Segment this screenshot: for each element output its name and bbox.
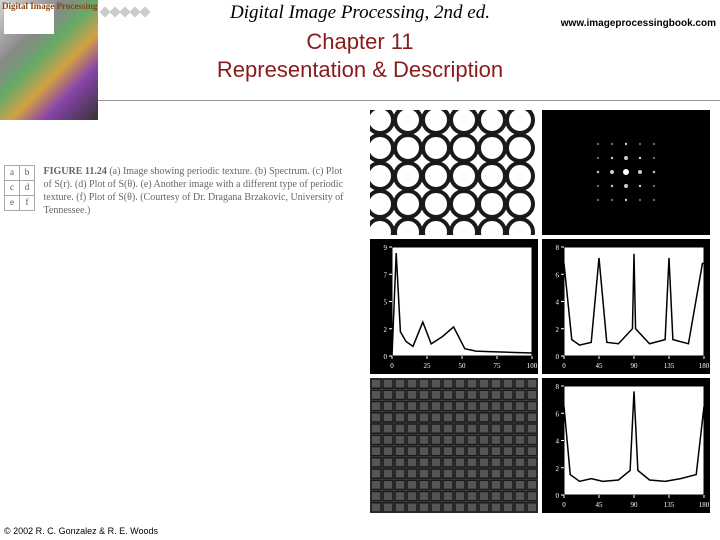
svg-text:50: 50 <box>459 362 467 370</box>
copyright-notice: © 2002 R. C. Gonzalez & R. E. Woods <box>4 526 158 536</box>
svg-text:135: 135 <box>664 362 675 370</box>
chapter-title: Representation & Description <box>217 57 503 82</box>
panel-f-plot-stheta: 0 45 90 135 180 0 2 4 6 8 <box>542 378 710 513</box>
svg-text:45: 45 <box>596 362 604 370</box>
svg-text:0: 0 <box>556 492 560 500</box>
svg-text:0: 0 <box>384 353 388 361</box>
panel-a-texture <box>370 110 538 235</box>
svg-text:90: 90 <box>631 362 639 370</box>
svg-text:180: 180 <box>699 362 710 370</box>
panel-b-spectrum <box>542 110 710 235</box>
svg-text:6: 6 <box>556 271 560 279</box>
svg-text:0: 0 <box>556 353 560 361</box>
svg-text:2: 2 <box>384 326 388 334</box>
svg-text:4: 4 <box>556 299 560 307</box>
chapter-heading: Chapter 11 Representation & Description <box>120 28 600 83</box>
chapter-number: Chapter 11 <box>306 29 413 54</box>
svg-text:6: 6 <box>556 410 560 418</box>
svg-text:100: 100 <box>527 362 538 370</box>
svg-text:180: 180 <box>699 501 710 509</box>
panel-d-plot-stheta: 0 45 90 135 180 0 2 4 6 8 <box>542 239 710 374</box>
svg-text:0: 0 <box>390 362 394 370</box>
panel-e-texture <box>370 378 538 513</box>
website-url: www.imageprocessingbook.com <box>561 18 716 29</box>
svg-text:4: 4 <box>556 438 560 446</box>
svg-text:25: 25 <box>424 362 432 370</box>
book-cover-thumbnail: Digital Image Processing <box>0 0 98 120</box>
figure-caption-block: ab cd ef FIGURE 11.24 (a) Image showing … <box>4 165 364 217</box>
svg-text:90: 90 <box>631 501 639 509</box>
svg-text:2: 2 <box>556 326 560 334</box>
svg-text:0: 0 <box>562 362 566 370</box>
cover-label: Digital Image Processing <box>2 2 97 11</box>
svg-text:7: 7 <box>384 271 388 279</box>
svg-text:2: 2 <box>556 465 560 473</box>
svg-text:45: 45 <box>596 501 604 509</box>
figure-caption-text: FIGURE 11.24 (a) Image showing periodic … <box>44 165 344 217</box>
svg-text:135: 135 <box>664 501 675 509</box>
book-title: Digital Image Processing, 2nd ed. <box>120 2 600 24</box>
svg-text:8: 8 <box>556 244 560 252</box>
figure-number: FIGURE 11.24 <box>44 166 107 177</box>
subfigure-label-grid: ab cd ef <box>4 165 35 211</box>
svg-text:9: 9 <box>384 244 388 252</box>
svg-text:0: 0 <box>562 501 566 509</box>
figure-grid: 025507510002579 0459013518002468 0459013… <box>370 110 710 513</box>
svg-text:75: 75 <box>494 362 502 370</box>
svg-text:8: 8 <box>556 383 560 391</box>
title-block: Digital Image Processing, 2nd ed. Chapte… <box>120 2 600 83</box>
svg-text:5: 5 <box>384 299 388 307</box>
slide-header: Digital Image Processing Digital Image P… <box>0 0 720 101</box>
panel-c-plot-sr: 025507510002579 <box>370 239 538 374</box>
